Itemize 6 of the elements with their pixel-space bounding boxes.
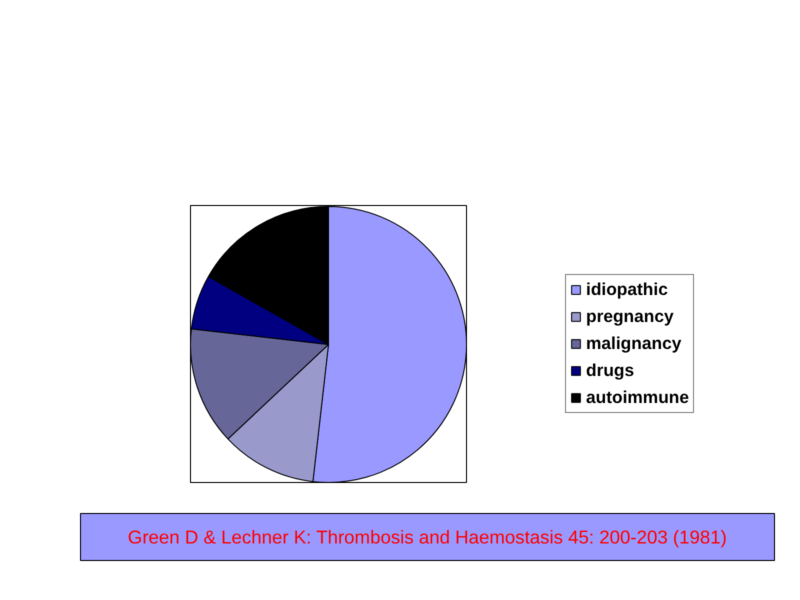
text: Green D & Lechner K: Thrombosis and Haemostasis 45: 200-203 (1981) bbox=[128, 526, 727, 548]
legend-label: drugs bbox=[586, 360, 634, 381]
legend-label: idiopathic bbox=[586, 279, 668, 300]
legend-label: autoimmune bbox=[586, 387, 690, 408]
legend-label: pregnancy bbox=[586, 306, 674, 327]
legend-label: malignancy bbox=[586, 333, 682, 354]
